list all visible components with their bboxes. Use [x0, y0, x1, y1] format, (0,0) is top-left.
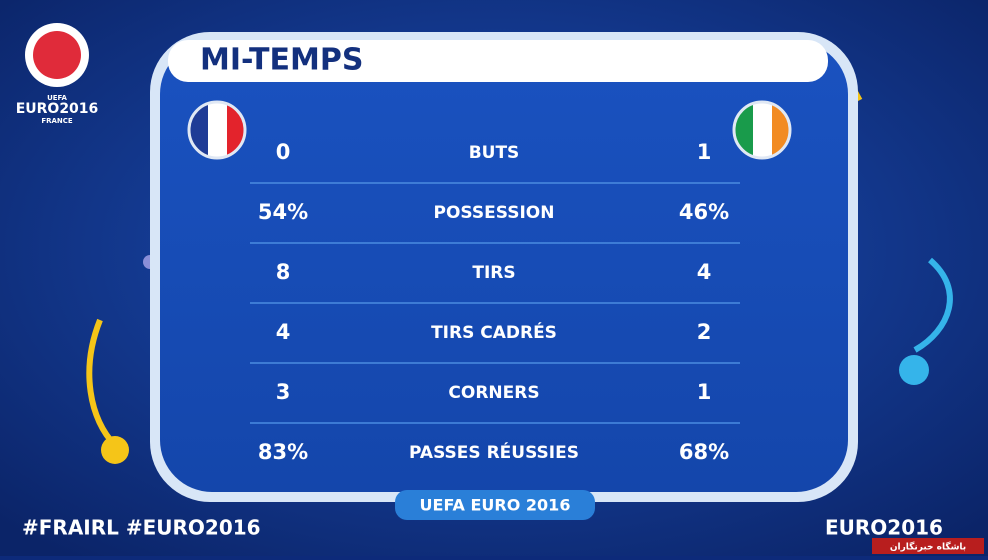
panel — [160, 42, 848, 492]
home-value: 3 — [276, 380, 291, 404]
bottom-banner: UEFA EURO 2016 — [420, 496, 571, 515]
decoration — [86, 318, 118, 448]
bottom-banner-bg — [395, 490, 595, 520]
footer-brand: EURO2016 — [825, 516, 943, 540]
home-value: 0 — [276, 140, 291, 164]
flag-france — [187, 100, 247, 160]
decoration — [913, 257, 953, 353]
stat-label: BUTS — [469, 143, 520, 163]
decoration — [101, 436, 129, 464]
hashtags: #FRAIRL #EURO2016 — [22, 516, 261, 540]
home-value: 8 — [276, 260, 291, 284]
stat-label: CORNERS — [448, 383, 539, 403]
away-value: 1 — [697, 140, 712, 164]
home-value: 83% — [258, 440, 308, 464]
title: MI-TEMPS — [200, 43, 363, 78]
away-value: 68% — [679, 440, 729, 464]
stat-label: TIRS — [472, 263, 515, 283]
watermark-bg — [872, 538, 984, 554]
stat-label: PASSES RÉUSSIES — [409, 441, 579, 463]
away-value: 46% — [679, 200, 729, 224]
flag-ireland — [732, 100, 792, 160]
logo-badge — [33, 31, 81, 79]
logo-country: FRANCE — [41, 117, 73, 125]
home-value: 4 — [276, 320, 291, 344]
logo-top: UEFA — [47, 94, 67, 102]
away-value: 1 — [697, 380, 712, 404]
logo-name: EURO2016 — [16, 101, 99, 117]
away-value: 4 — [697, 260, 712, 284]
home-value: 54% — [258, 200, 308, 224]
decoration — [899, 355, 929, 385]
stats-table: 0 BUTS 1 54% POSSESSION 46% 8 TIRS 4 4 TIRS CADRÉS… — [250, 140, 740, 464]
away-value: 2 — [697, 320, 712, 344]
title-bar — [168, 40, 828, 82]
stat-label: TIRS CADRÉS — [431, 321, 557, 343]
stat-label: POSSESSION — [434, 203, 555, 223]
watermark: باشگاه خبرنگاران — [890, 541, 966, 553]
